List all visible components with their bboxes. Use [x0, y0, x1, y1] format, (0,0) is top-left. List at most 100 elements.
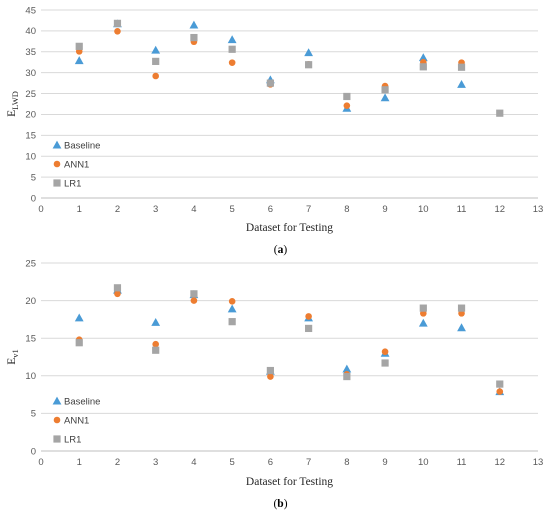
- data-point-lr1: [190, 290, 198, 298]
- data-point-ann1: [152, 72, 159, 80]
- y-tick-label: 45: [25, 5, 36, 16]
- data-point-ann1: [114, 290, 121, 298]
- legend-marker-lr1: [53, 435, 61, 443]
- x-tick-label: 2: [115, 204, 120, 215]
- data-point-ann1: [305, 313, 312, 320]
- legend-marker-lr1: [53, 179, 61, 187]
- x-tick-label: 1: [77, 457, 82, 468]
- y-tick-label: 40: [25, 26, 36, 37]
- data-point-lr1: [75, 339, 83, 347]
- y-tick-label: 15: [25, 131, 36, 142]
- x-tick-label: 7: [306, 457, 311, 468]
- data-point-baseline: [380, 93, 390, 102]
- legend-label-ann1: ANN1: [64, 159, 89, 170]
- data-point-baseline: [151, 318, 161, 326]
- legend-marker-baseline: [52, 140, 62, 149]
- data-point-baseline: [457, 323, 466, 332]
- data-point-lr1: [496, 380, 504, 388]
- y-tick-label: 0: [31, 193, 36, 204]
- data-point-baseline: [304, 48, 314, 57]
- data-point-lr1: [152, 57, 160, 65]
- data-point-baseline: [342, 364, 352, 373]
- legend-label-ann1: ANN1: [64, 415, 89, 426]
- data-point-ann1: [152, 340, 159, 348]
- legend-label-baseline: Baseline: [64, 140, 100, 151]
- x-tick-label: 5: [230, 457, 235, 468]
- data-point-lr1: [381, 86, 389, 94]
- data-point-lr1: [228, 318, 236, 326]
- panel-label: (a): [274, 244, 288, 256]
- x-tick-label: 2: [115, 457, 120, 468]
- x-tick-label: 11: [457, 204, 467, 215]
- data-point-lr1: [113, 19, 122, 27]
- y-tick-label: 25: [25, 89, 36, 100]
- x-tick-label: 8: [344, 457, 349, 468]
- x-axis-title: Dataset for Testing: [246, 476, 333, 488]
- data-point-lr1: [381, 359, 389, 367]
- data-point-ann1: [496, 388, 504, 395]
- x-tick-label: 0: [38, 457, 43, 468]
- data-point-lr1: [343, 372, 351, 381]
- data-point-baseline: [227, 35, 237, 44]
- series-baseline: [74, 19, 466, 112]
- data-point-ann1: [458, 310, 465, 317]
- x-tick-label: 3: [153, 204, 158, 215]
- series-baseline: [74, 285, 505, 396]
- panel-label: (b): [273, 498, 287, 510]
- data-point-baseline: [74, 56, 84, 65]
- legend-marker-ann1: [53, 416, 61, 424]
- data-point-lr1: [152, 346, 160, 354]
- data-point-baseline: [418, 53, 428, 62]
- data-point-lr1: [496, 109, 504, 117]
- data-point-baseline: [74, 313, 84, 322]
- x-tick-label: 11: [457, 457, 467, 468]
- x-tick-label: 9: [382, 204, 387, 215]
- data-point-lr1: [419, 304, 427, 312]
- x-tick-label: 7: [306, 204, 311, 215]
- x-tick-label: 10: [418, 457, 429, 468]
- series-lr1: [75, 19, 504, 117]
- x-tick-label: 12: [494, 204, 505, 215]
- data-point-lr1: [343, 92, 351, 101]
- data-point-ann1: [114, 28, 121, 35]
- x-tick-label: 1: [77, 204, 82, 215]
- data-point-lr1: [75, 42, 83, 50]
- y-tick-label: 15: [25, 334, 36, 345]
- y-tick-label: 20: [25, 110, 36, 121]
- x-tick-label: 4: [191, 457, 196, 468]
- data-point-ann1: [267, 373, 274, 380]
- x-tick-label: 8: [344, 204, 349, 215]
- legend-label-lr1: LR1: [64, 434, 81, 445]
- data-point-baseline: [418, 318, 428, 327]
- x-tick-label: 12: [494, 457, 505, 468]
- x-tick-label: 10: [418, 204, 429, 215]
- data-point-baseline: [189, 20, 199, 29]
- data-point-ann1: [420, 310, 427, 317]
- data-point-lr1: [305, 324, 313, 333]
- y-tick-label: 20: [25, 296, 36, 307]
- data-point-lr1: [266, 79, 274, 87]
- data-point-ann1: [228, 298, 236, 305]
- y-axis-title: ELWD: [6, 91, 20, 117]
- legend-label-baseline: Baseline: [64, 396, 100, 407]
- legend: Baseline ANN1 LR1: [52, 140, 100, 189]
- data-point-lr1: [113, 284, 122, 292]
- data-point-lr1: [305, 61, 313, 69]
- x-tick-label: 5: [230, 204, 235, 215]
- series-ann1: [75, 28, 465, 109]
- x-tick-label: 6: [268, 204, 273, 215]
- data-point-lr1: [457, 63, 466, 71]
- y-tick-label: 10: [25, 371, 36, 382]
- x-tick-label: 3: [153, 457, 158, 468]
- x-tick-label: 4: [191, 204, 196, 215]
- y-axis-title: Ev1: [6, 349, 20, 365]
- x-tick-label: 13: [533, 457, 544, 468]
- data-point-lr1: [419, 63, 427, 71]
- data-point-lr1: [190, 33, 198, 42]
- y-tick-label: 35: [25, 47, 36, 58]
- data-point-ann1: [190, 297, 198, 304]
- legend-marker-baseline: [52, 396, 62, 405]
- x-tick-label: 6: [268, 457, 273, 468]
